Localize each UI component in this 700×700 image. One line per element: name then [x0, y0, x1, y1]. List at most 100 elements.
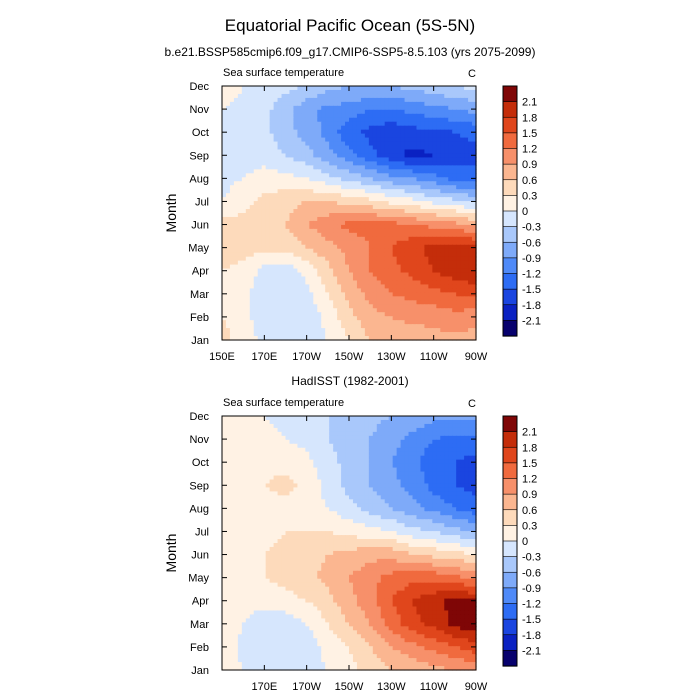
heatmap-cell [440, 439, 445, 445]
heatmap-cell [464, 459, 469, 465]
heatmap-cell [384, 264, 390, 270]
heatmap-cell [285, 105, 291, 111]
heatmap-cell [277, 193, 283, 198]
heatmap-cell [341, 117, 346, 123]
heatmap-cell [281, 463, 287, 469]
heatmap-cell [408, 193, 414, 198]
x-tick-label: 90W [465, 351, 488, 363]
heatmap-cell [368, 300, 374, 305]
heatmap-cell [412, 105, 418, 111]
heatmap-cell [452, 336, 457, 341]
heatmap-cell [448, 141, 453, 147]
heatmap-cell [245, 185, 251, 190]
heatmap-cell [273, 86, 279, 91]
heatmap-cell [325, 161, 330, 166]
heatmap-cell [249, 153, 255, 159]
heatmap-cell [380, 300, 386, 305]
heatmap-cell [225, 336, 231, 341]
heatmap-cell [420, 284, 426, 290]
heatmap-cell [432, 455, 437, 461]
heatmap-cell [464, 228, 469, 234]
heatmap-cell [305, 224, 310, 230]
heatmap-cell [364, 173, 370, 178]
heatmap-cell [309, 300, 314, 305]
heatmap-cell [313, 336, 318, 341]
heatmap-cell [261, 205, 267, 210]
heatmap-cell [237, 213, 243, 218]
heatmap-cell [337, 189, 342, 194]
heatmap-cell [305, 125, 310, 131]
heatmap-cell [253, 451, 259, 457]
heatmap-cell [337, 419, 342, 425]
heatmap-cell [222, 189, 227, 194]
heatmap-cell [436, 209, 441, 214]
heatmap-cell [424, 296, 429, 301]
heatmap-cell [229, 320, 235, 325]
heatmap-cell [285, 435, 291, 441]
heatmap-cell [364, 447, 370, 453]
heatmap-cell [317, 101, 322, 107]
heatmap-cell [233, 416, 239, 421]
heatmap-cell [345, 427, 350, 433]
heatmap-cell [297, 228, 302, 234]
heatmap-cell [376, 447, 382, 453]
heatmap-cell [245, 443, 251, 449]
heatmap-cell [241, 416, 247, 421]
heatmap-cell [341, 304, 346, 309]
heatmap-cell [440, 129, 445, 135]
heatmap-cell [380, 439, 386, 445]
heatmap-cell [225, 240, 231, 246]
heatmap-cell [313, 320, 318, 325]
heatmap-cell [400, 304, 406, 309]
heatmap-cell [404, 232, 410, 238]
heatmap-cell [388, 216, 394, 222]
heatmap-cell [269, 256, 275, 262]
heatmap-cell [289, 324, 295, 329]
heatmap-cell [345, 451, 350, 457]
heatmap-cell [285, 89, 291, 95]
heatmap-cell [452, 220, 457, 226]
heatmap-cell [408, 312, 414, 317]
heatmap-cell [352, 256, 358, 262]
heatmap-cell [325, 296, 330, 301]
heatmap-cell [281, 97, 287, 103]
heatmap-cell [424, 181, 429, 186]
heatmap-cell [452, 181, 457, 186]
heatmap-cell [372, 109, 378, 115]
heatmap-cell [297, 109, 302, 115]
heatmap-cell [452, 300, 457, 305]
heatmap-cell [436, 336, 441, 341]
heatmap-cell [448, 109, 453, 115]
heatmap-cell [345, 157, 350, 163]
heatmap-cell [222, 173, 227, 178]
heatmap-cell [432, 129, 437, 135]
heatmap-cell [356, 117, 362, 123]
heatmap-cell [424, 419, 429, 425]
heatmap-cell [297, 280, 302, 286]
heatmap-cell [392, 185, 398, 190]
heatmap-cell [301, 443, 306, 449]
heatmap-cell [464, 161, 469, 166]
heatmap-cell [428, 300, 433, 305]
heatmap-cell [273, 288, 279, 293]
heatmap-cell [265, 292, 271, 297]
heatmap-cell [337, 308, 342, 313]
heatmap-cell [416, 288, 422, 293]
heatmap-cell [317, 220, 322, 226]
heatmap-cell [289, 228, 295, 234]
heatmap-cell [424, 149, 429, 155]
heatmap-cell [241, 161, 247, 166]
heatmap-cell [416, 336, 422, 341]
heatmap-cell [349, 181, 354, 186]
heatmap-cell [472, 316, 477, 321]
heatmap-cell [396, 105, 402, 111]
heatmap-cell [233, 332, 239, 337]
heatmap-cell [464, 280, 469, 286]
heatmap-cell [432, 125, 437, 131]
heatmap-cell [341, 459, 346, 465]
heatmap-cell [293, 121, 299, 127]
heatmap-cell [261, 224, 267, 230]
heatmap-cell [380, 280, 386, 286]
heatmap-cell [360, 292, 366, 297]
heatmap-cell [412, 312, 418, 317]
